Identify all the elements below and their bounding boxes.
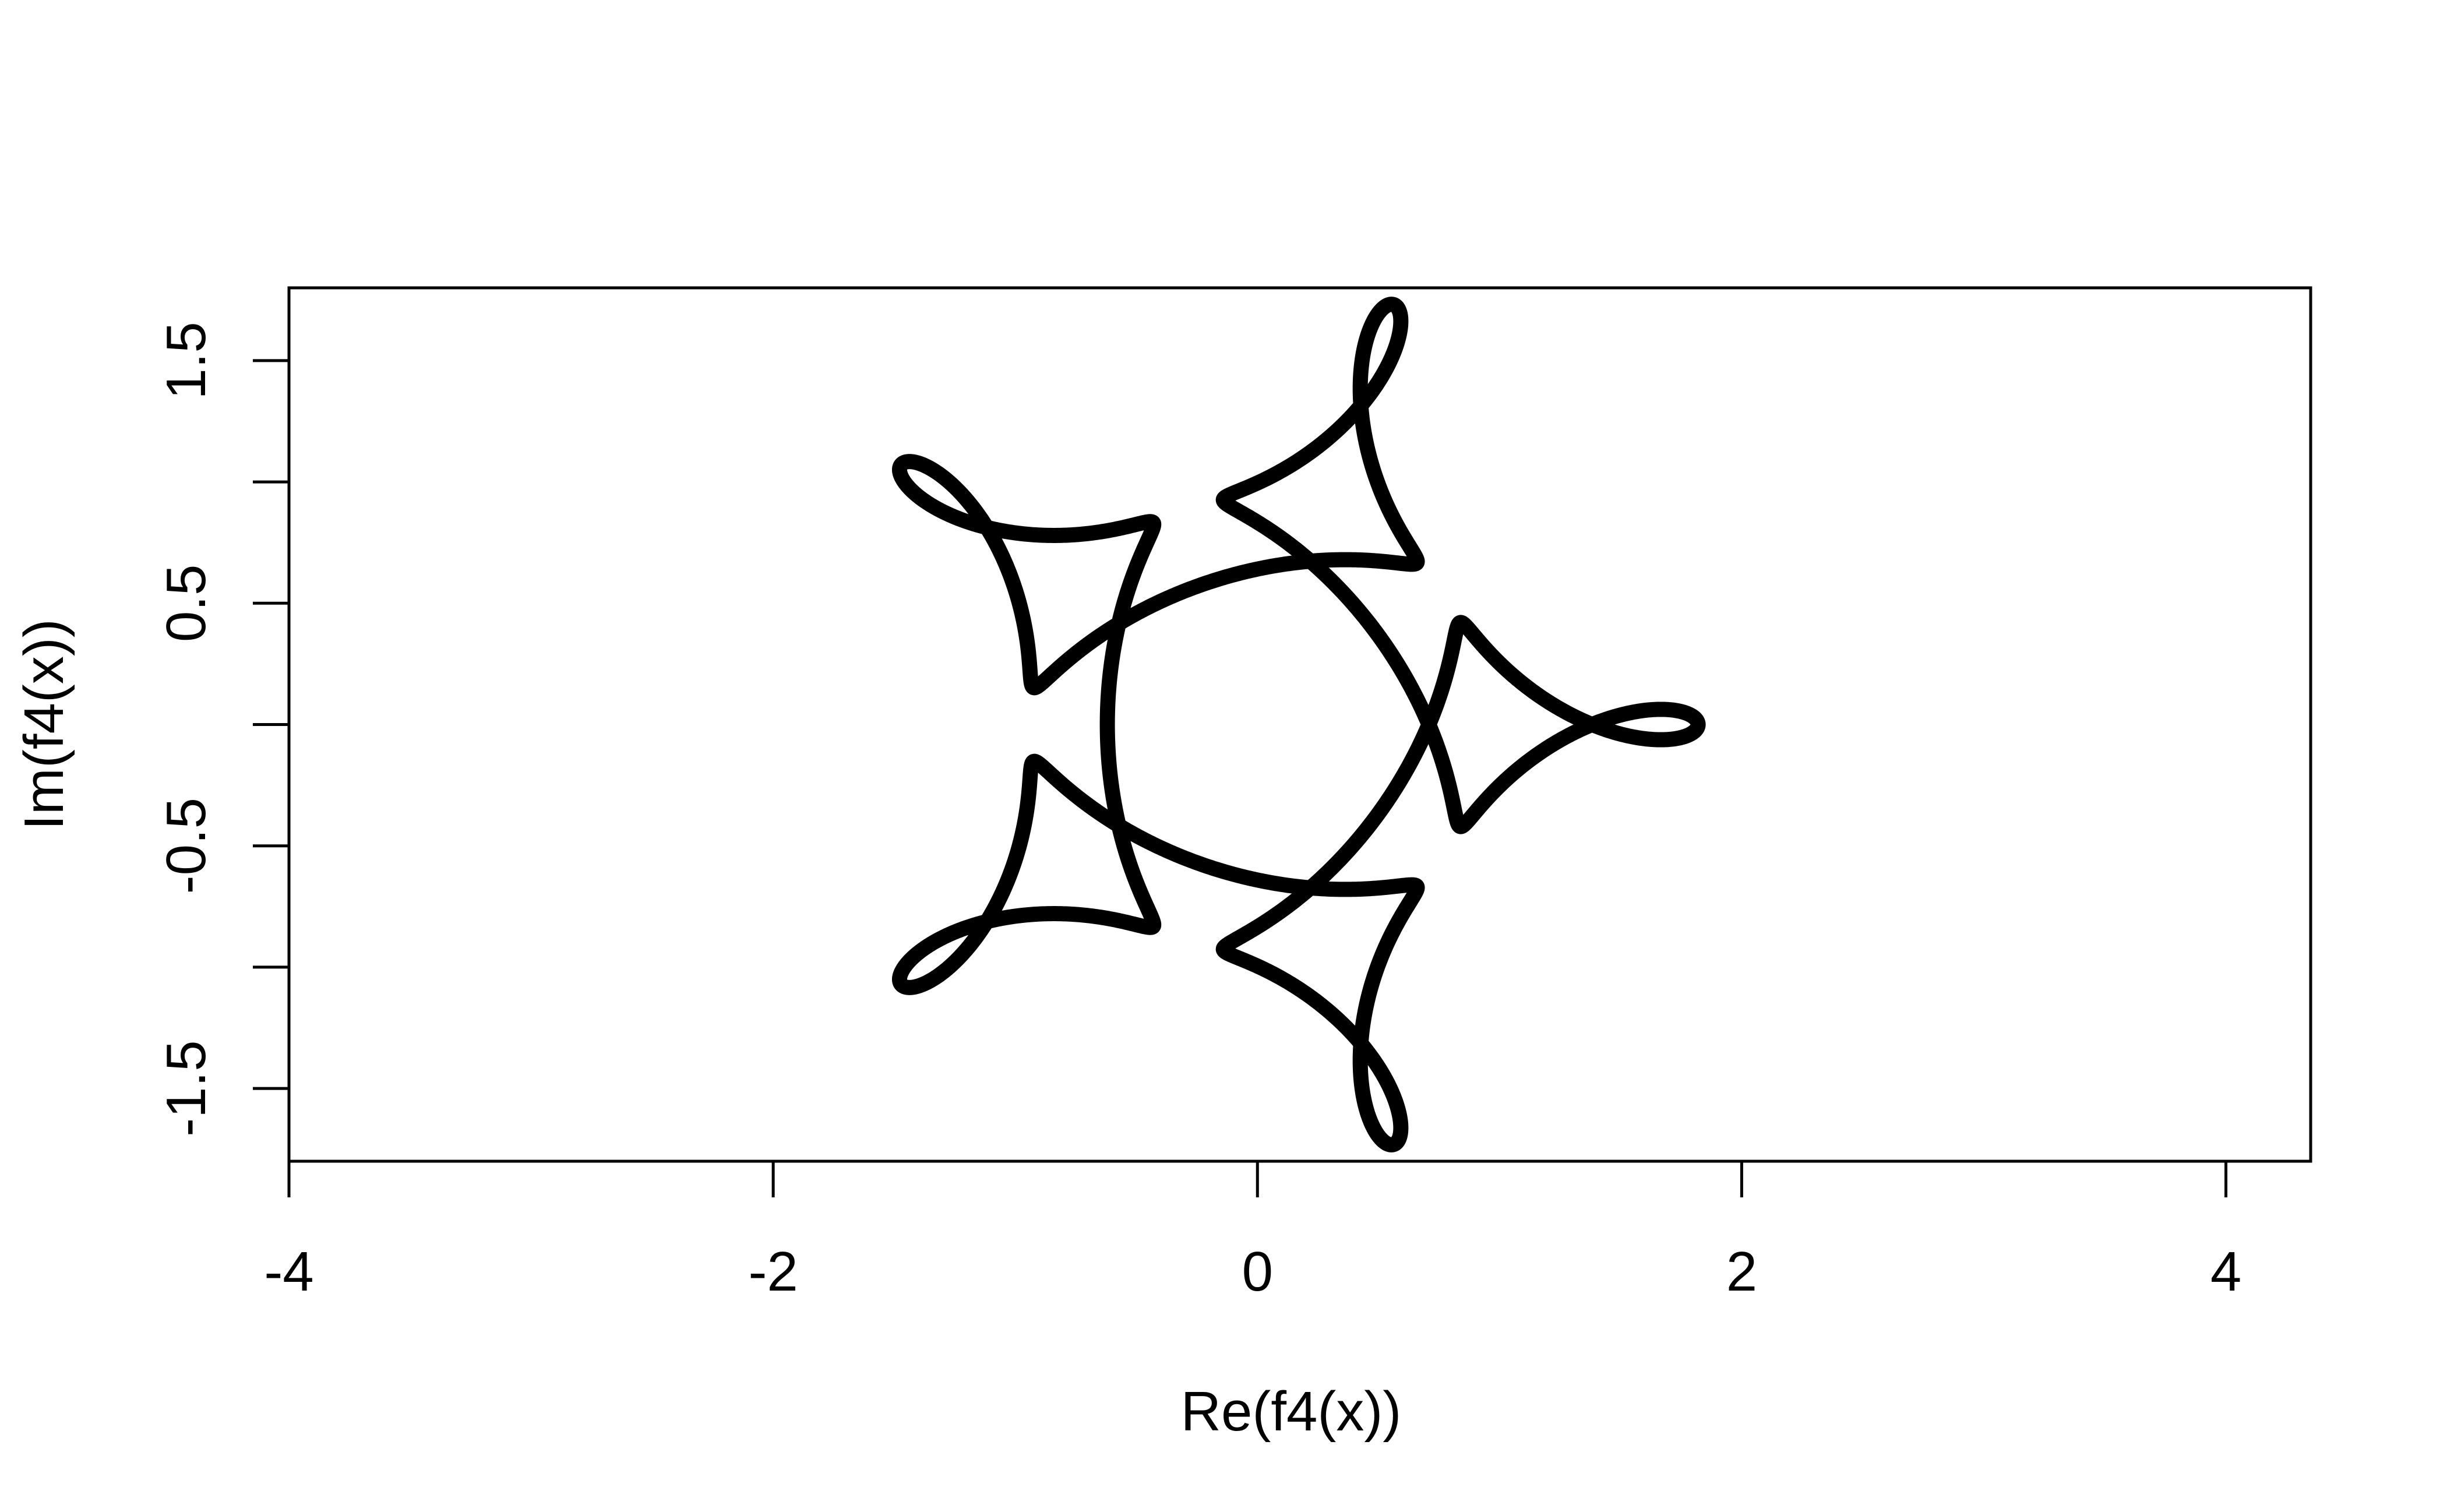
x-tick-label: 2 (1726, 1240, 1757, 1303)
x-axis-label: Re(f4(x)) (1181, 1380, 1402, 1443)
x-tick-label: -2 (748, 1240, 798, 1303)
x-tick-label: 4 (2210, 1240, 2241, 1303)
y-tick-label: 1.5 (155, 322, 217, 399)
series-line (891, 297, 1706, 1152)
x-tick-label: -4 (264, 1240, 313, 1303)
y-tick-label: 0.5 (155, 565, 217, 642)
y-tick-label: -0.5 (155, 798, 217, 894)
y-tick-label: -1.5 (155, 1040, 217, 1136)
x-tick-label: 0 (1242, 1240, 1273, 1303)
x-axis: -4 -2 0 2 4 (264, 1159, 2241, 1303)
y-axis-label: Im(f4(x)) (13, 619, 75, 830)
data-layer (891, 297, 1706, 1152)
y-axis: -1.5 -0.5 0.5 1.5 (155, 322, 291, 1137)
